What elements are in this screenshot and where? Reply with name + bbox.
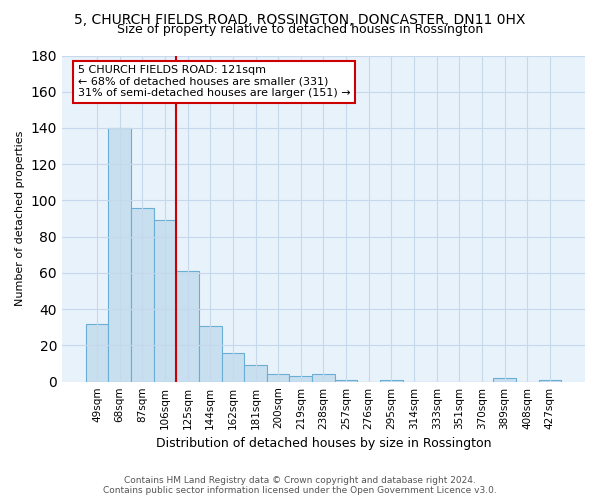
Text: 5, CHURCH FIELDS ROAD, ROSSINGTON, DONCASTER, DN11 0HX: 5, CHURCH FIELDS ROAD, ROSSINGTON, DONCA… — [74, 12, 526, 26]
Bar — [154, 220, 176, 382]
Bar — [289, 376, 312, 382]
Bar — [539, 380, 561, 382]
Bar — [86, 324, 109, 382]
Bar — [493, 378, 516, 382]
Bar — [267, 374, 289, 382]
Bar — [176, 271, 199, 382]
Bar — [109, 128, 131, 382]
Bar — [380, 380, 403, 382]
Text: Size of property relative to detached houses in Rossington: Size of property relative to detached ho… — [117, 22, 483, 36]
Bar — [244, 366, 267, 382]
X-axis label: Distribution of detached houses by size in Rossington: Distribution of detached houses by size … — [156, 437, 491, 450]
Text: Contains HM Land Registry data © Crown copyright and database right 2024.
Contai: Contains HM Land Registry data © Crown c… — [103, 476, 497, 495]
Bar — [131, 208, 154, 382]
Bar — [221, 352, 244, 382]
Text: 5 CHURCH FIELDS ROAD: 121sqm
← 68% of detached houses are smaller (331)
31% of s: 5 CHURCH FIELDS ROAD: 121sqm ← 68% of de… — [77, 66, 350, 98]
Y-axis label: Number of detached properties: Number of detached properties — [15, 131, 25, 306]
Bar — [199, 326, 221, 382]
Bar — [335, 380, 358, 382]
Bar — [312, 374, 335, 382]
